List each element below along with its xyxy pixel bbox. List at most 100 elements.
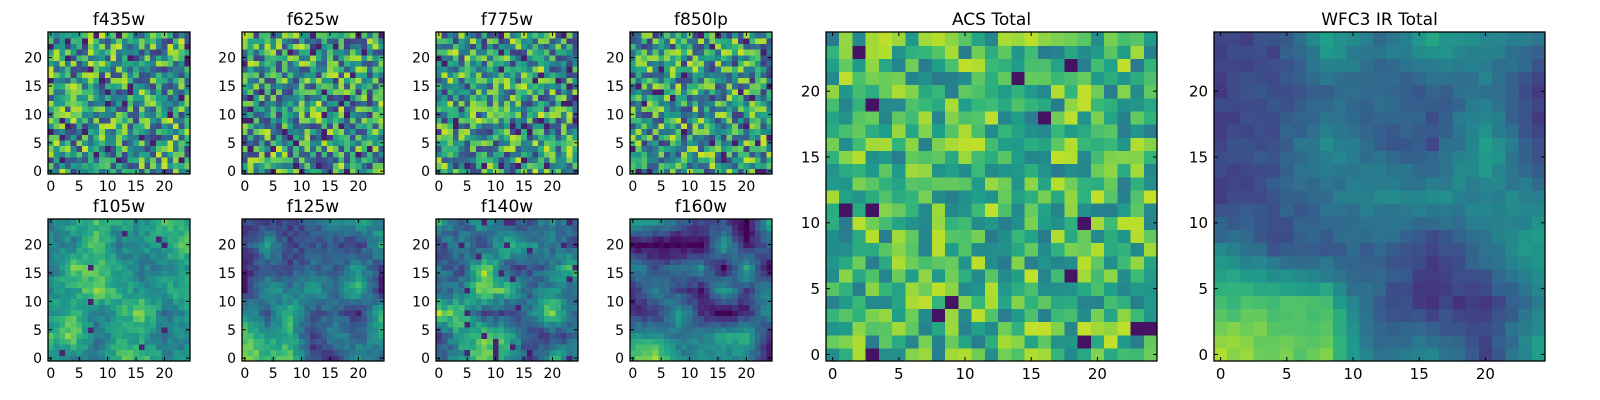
- heatmap-cell: [441, 309, 448, 317]
- heatmap-cell: [692, 77, 699, 84]
- heatmap-cell: [664, 343, 671, 351]
- heatmap-cell: [470, 111, 477, 118]
- heatmap-cell: [127, 230, 134, 237]
- heatmap-cell: [82, 117, 89, 124]
- heatmap-cell: [538, 253, 545, 260]
- heatmap-cell: [76, 151, 83, 158]
- heatmap-cell: [150, 32, 157, 39]
- heatmap-cell: [99, 32, 106, 39]
- heatmap-cell: [681, 100, 688, 107]
- heatmap-cell: [155, 49, 163, 56]
- heatmap-cell: [253, 224, 260, 231]
- heatmap-cell: [549, 343, 556, 351]
- heatmap-cell: [281, 117, 289, 124]
- heatmap-cell: [259, 162, 266, 169]
- heatmap-cell: [150, 247, 157, 254]
- heatmap-cell: [464, 332, 471, 339]
- heatmap-cell: [726, 43, 733, 50]
- heatmap-cell: [247, 145, 254, 152]
- heatmap-cell: [675, 275, 682, 283]
- heatmap-cell: [543, 253, 551, 260]
- heatmap-cell: [732, 105, 739, 113]
- heatmap-cell: [87, 151, 95, 158]
- heatmap-cell: [498, 105, 505, 113]
- heatmap-cell: [116, 326, 123, 334]
- heatmap-cell: [144, 338, 151, 345]
- heatmap-cell: [481, 105, 488, 113]
- x-tick-label: 0: [46, 179, 55, 195]
- heatmap-cell: [366, 309, 374, 317]
- heatmap-cell: [298, 309, 306, 317]
- heatmap-cell: [48, 128, 55, 135]
- heatmap-cell: [76, 111, 83, 118]
- heatmap-cell: [686, 309, 694, 317]
- heatmap-cell: [532, 236, 539, 243]
- heatmap-cell: [737, 88, 745, 96]
- heatmap-cell: [458, 304, 465, 311]
- heatmap-cell: [366, 43, 374, 50]
- heatmap-cell: [675, 43, 682, 50]
- heatmap-cell: [155, 100, 163, 107]
- heatmap-cell: [630, 162, 637, 169]
- heatmap-cell: [110, 219, 117, 226]
- heatmap-cell: [526, 355, 534, 362]
- heatmap-cell: [766, 105, 773, 113]
- heatmap-cell: [458, 66, 465, 73]
- heatmap-cell: [276, 281, 283, 288]
- heatmap-cell: [304, 83, 311, 90]
- heatmap-cell: [475, 264, 483, 271]
- heatmap-cell: [344, 343, 351, 351]
- heatmap-cell: [82, 326, 89, 334]
- heatmap-cell: [498, 355, 505, 362]
- heatmap-cell: [93, 258, 100, 266]
- heatmap-cell: [253, 105, 260, 113]
- heatmap-cell: [737, 100, 745, 107]
- heatmap-cell: [766, 122, 773, 130]
- heatmap-cell: [259, 117, 266, 124]
- heatmap-cell: [281, 315, 289, 322]
- heatmap-cell: [754, 111, 762, 118]
- heatmap-cell: [560, 94, 568, 101]
- heatmap-cell: [167, 156, 174, 164]
- heatmap-cell: [515, 117, 522, 124]
- heatmap-cell: [298, 304, 306, 311]
- heatmap-cell: [549, 304, 556, 311]
- heatmap-cell: [754, 281, 762, 288]
- heatmap-cell: [760, 156, 767, 164]
- heatmap-cell: [59, 32, 66, 39]
- heatmap-cell: [743, 88, 750, 96]
- heatmap-cell: [253, 264, 260, 271]
- heatmap-cell: [635, 83, 642, 90]
- heatmap-cell: [658, 122, 665, 130]
- heatmap-cell: [487, 37, 494, 44]
- heatmap-cell: [87, 66, 95, 73]
- heatmap-cell: [447, 270, 454, 277]
- heatmap-cell: [366, 111, 374, 118]
- heatmap-cell: [144, 77, 151, 84]
- heatmap-cell: [276, 94, 283, 101]
- heatmap-cell: [732, 343, 739, 351]
- heatmap-cell: [304, 145, 311, 152]
- heatmap-cell: [447, 168, 454, 175]
- heatmap-cell: [481, 309, 488, 317]
- heatmap-cell: [560, 219, 568, 226]
- heatmap-cell: [481, 88, 488, 96]
- heatmap-cell: [555, 71, 562, 79]
- heatmap-cell: [121, 60, 129, 67]
- heatmap-cell: [70, 253, 77, 260]
- heatmap-cell: [504, 128, 511, 135]
- heatmap-cell: [247, 100, 254, 107]
- heatmap-cell: [675, 134, 682, 141]
- heatmap-cell: [675, 309, 682, 317]
- heatmap-cell: [276, 349, 283, 356]
- heatmap-cell: [338, 43, 345, 50]
- heatmap-cell: [287, 145, 294, 152]
- heatmap-cell: [681, 105, 688, 113]
- y-tick-label: 10: [24, 107, 42, 123]
- heatmap-cell: [509, 343, 517, 351]
- heatmap-cell: [372, 111, 379, 118]
- heatmap-cell: [99, 315, 106, 322]
- heatmap-cell: [332, 151, 340, 158]
